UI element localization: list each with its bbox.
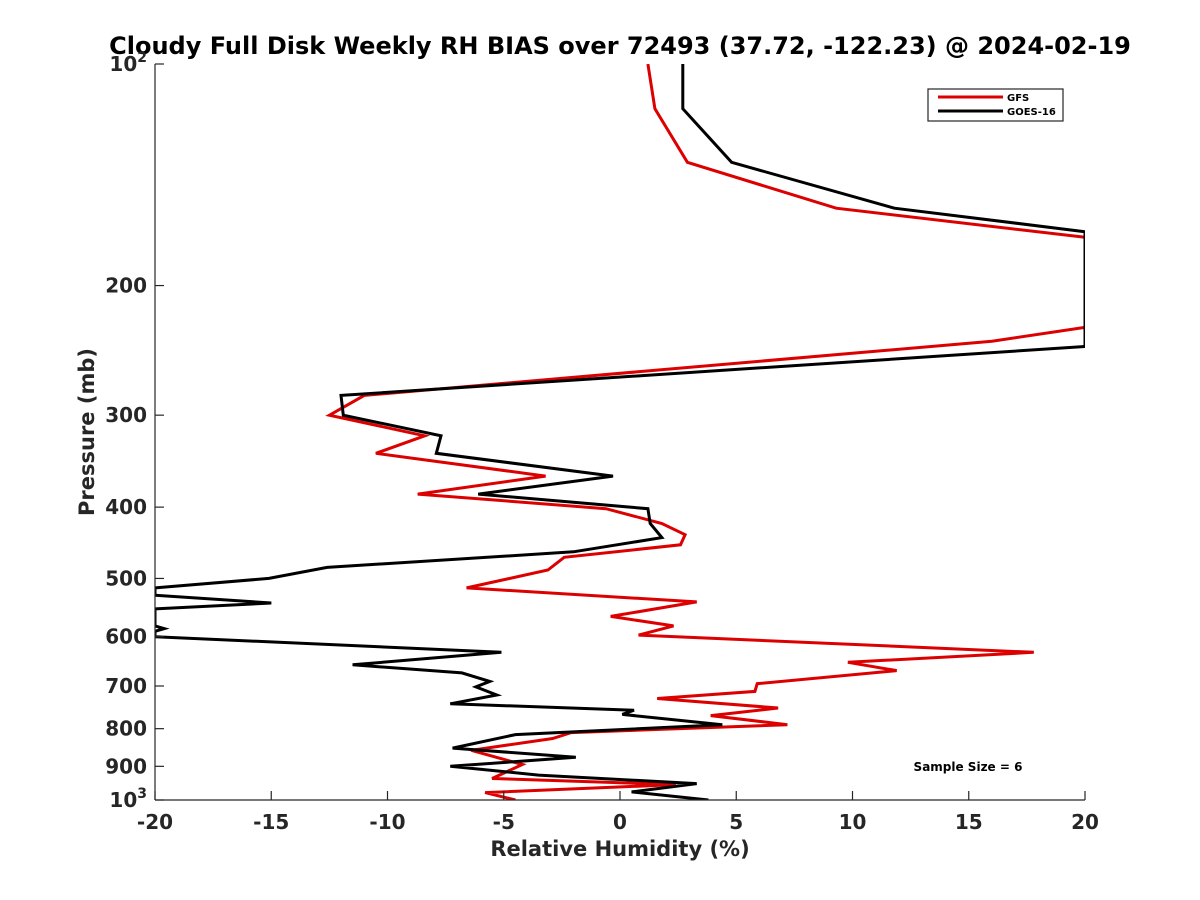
x-tick-label: -20 [137,810,173,834]
x-tick-label: 5 [729,810,743,834]
y-tick-label: 500 [105,566,147,590]
legend-entry: GFS [1007,93,1029,104]
plot-area [155,64,1085,800]
y-axis-label: Pressure (mb) [75,348,99,516]
series-line-goes-16 [155,64,1085,800]
y-tick-label: 400 [105,495,147,519]
y-tick-label: 700 [105,674,147,698]
y-tick-label: 900 [105,754,147,778]
x-tick-label: 0 [613,810,627,834]
x-tick-label: -15 [253,810,289,834]
y-tick-label: 600 [105,625,147,649]
y-tick-label: 103 [109,786,147,812]
x-tick-label: 15 [955,810,983,834]
y-tick-label: 102 [109,50,147,76]
x-tick-label: 20 [1071,810,1099,834]
x-tick-label: -5 [493,810,515,834]
y-tick-label: 200 [105,274,147,298]
legend-box [927,88,1064,122]
y-tick-label: 300 [105,403,147,427]
series-line-gfs [325,64,1085,800]
sample-size-annotation: Sample Size = 6 [914,760,1023,774]
x-axis-label: Relative Humidity (%) [490,837,749,861]
chart-title: Cloudy Full Disk Weekly RH BIAS over 724… [109,32,1131,60]
axes-layer: -20 -15 -10 -5 0 5 10 15 20 102 200 300 400 500 600 700… [105,50,1099,834]
legend-entry: GOES-16 [1007,107,1056,118]
x-tick-label: -10 [369,810,405,834]
series-layer [155,64,1085,800]
y-tick-label: 800 [105,717,147,741]
legend: GFS GOES-16 [927,88,1064,122]
x-tick-label: 10 [839,810,867,834]
